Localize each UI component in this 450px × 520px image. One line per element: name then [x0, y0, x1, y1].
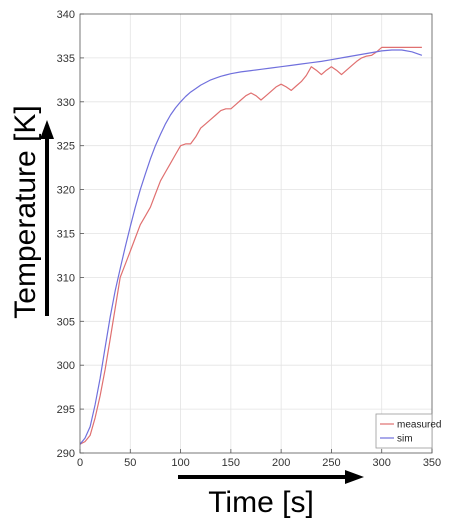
y-tick-label: 335 [57, 53, 75, 65]
x-tick-label: 50 [124, 457, 136, 469]
x-axis-ticks: 0 50 100 150 200 250 300 350 [77, 449, 441, 469]
x-tick-label: 250 [322, 457, 340, 469]
x-tick-label: 200 [272, 457, 290, 469]
y-tick-label: 315 [57, 229, 75, 241]
y-tick-label: 320 [57, 185, 75, 197]
y-tick-label: 290 [57, 448, 75, 460]
legend-label-sim: sim [397, 434, 413, 445]
y-tick-label: 310 [57, 272, 75, 284]
legend-label-measured: measured [397, 420, 441, 431]
legend-box [375, 413, 433, 449]
x-axis-title-group: Time [s] [178, 470, 364, 519]
x-tick-label: 0 [77, 457, 83, 469]
y-tick-label: 295 [57, 404, 75, 416]
grid-lines [80, 14, 432, 453]
x-tick-label: 300 [373, 457, 391, 469]
series-lines [80, 46, 423, 445]
x-tick-label: 150 [222, 457, 240, 469]
y-tick-label: 305 [57, 316, 75, 328]
x-tick-label: 100 [171, 457, 189, 469]
series-line-sim [80, 49, 423, 445]
legend: measured sim [375, 413, 441, 449]
y-tick-label: 340 [57, 9, 75, 21]
series-line-measured [80, 46, 422, 445]
x-axis-arrow-head [345, 470, 364, 484]
y-axis-title-group: Temperature [K] [9, 105, 54, 319]
y-tick-label: 325 [57, 141, 75, 153]
y-axis-arrow-head [40, 120, 54, 139]
x-axis-title: Time [s] [208, 486, 314, 519]
y-tick-label: 300 [57, 360, 75, 372]
y-axis-title: Temperature [K] [9, 105, 42, 318]
x-tick-label: 350 [423, 457, 441, 469]
y-axis-ticks: 290 295 300 305 310 315 320 325 330 335 340 [57, 9, 84, 460]
y-tick-label: 330 [57, 97, 75, 109]
